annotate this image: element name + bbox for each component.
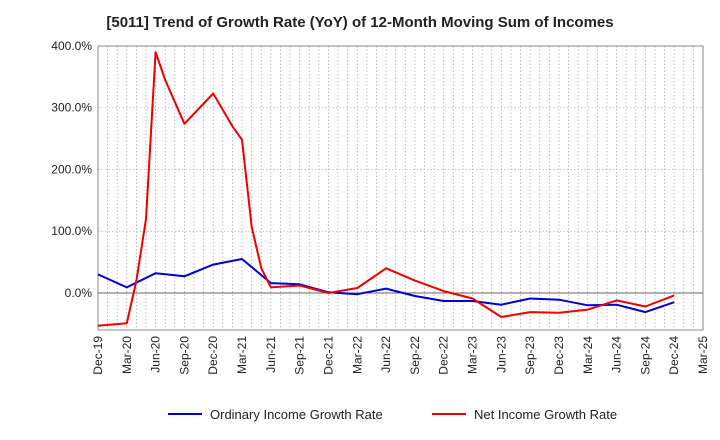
x-tick-label: Jun-24	[610, 336, 624, 373]
x-tick-label: Jun-20	[149, 336, 163, 373]
x-tick-label: Mar-21	[235, 336, 249, 374]
plot-area-border	[97, 45, 704, 331]
x-tick-label: Mar-22	[350, 336, 364, 374]
x-tick-label: Dec-19	[91, 336, 105, 375]
x-tick-label: Jun-21	[264, 336, 278, 373]
x-tick-label: Dec-22	[437, 336, 451, 375]
x-tick-label: Sep-23	[523, 336, 537, 375]
y-tick-label: 200.0%	[51, 162, 92, 176]
x-tick-label: Mar-25	[696, 336, 710, 374]
x-tick-label: Dec-23	[552, 336, 566, 375]
x-tick-label: Jun-23	[494, 336, 508, 373]
y-tick-label: 100.0%	[51, 224, 92, 238]
x-tick-label: Mar-23	[466, 336, 480, 374]
x-tick-label: Sep-22	[408, 336, 422, 375]
series-line-net-income	[97, 51, 675, 327]
x-tick-label: Mar-20	[120, 336, 134, 374]
legend-label: Net Income Growth Rate	[474, 407, 617, 422]
x-tick-label: Mar-24	[581, 336, 595, 374]
y-tick-label: 400.0%	[51, 39, 92, 53]
x-tick-label: Dec-21	[321, 336, 335, 375]
legend-label: Ordinary Income Growth Rate	[210, 407, 383, 422]
y-tick-label: 300.0%	[51, 101, 92, 115]
x-tick-label: Sep-24	[638, 336, 652, 375]
series-line-ordinary-income	[97, 258, 675, 314]
x-tick-label: Dec-24	[667, 336, 681, 375]
x-tick-label: Sep-20	[177, 336, 191, 375]
x-tick-label: Jun-22	[379, 336, 393, 373]
y-tick-label: 0.0%	[65, 286, 93, 300]
x-tick-label: Sep-21	[293, 336, 307, 375]
chart-title: [5011] Trend of Growth Rate (YoY) of 12-…	[106, 14, 614, 31]
x-tick-label: Dec-20	[206, 336, 220, 375]
